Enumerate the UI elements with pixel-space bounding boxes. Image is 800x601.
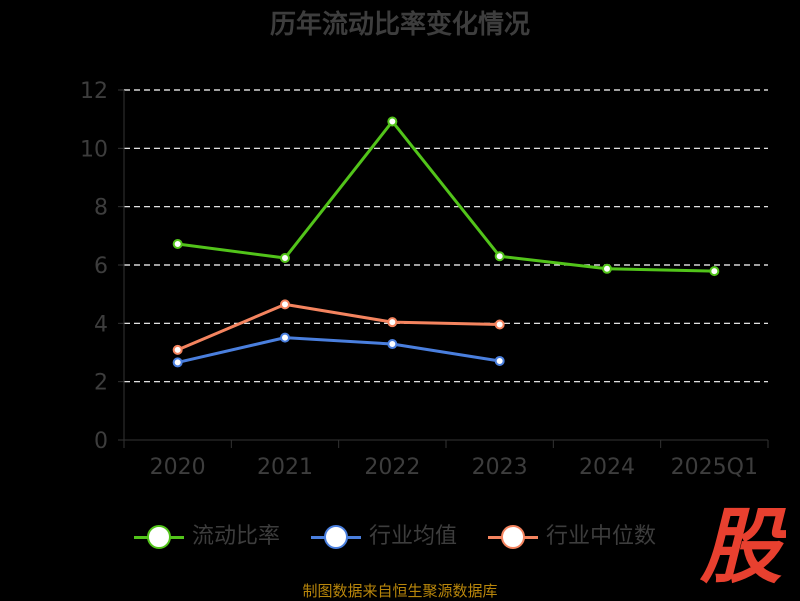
- data-point: [387, 116, 398, 127]
- legend-label: 流动比率: [192, 524, 281, 549]
- series-layer: [172, 116, 720, 368]
- legend-label: 行业中位数: [546, 524, 657, 549]
- axes: [118, 89, 769, 448]
- chart-title: 历年流动比率变化情况: [269, 10, 530, 40]
- data-point: [280, 253, 290, 263]
- data-point: [387, 339, 398, 350]
- legend-marker-icon: [147, 525, 171, 549]
- x-tick-label: 2021: [257, 455, 313, 480]
- legend: 流动比率 行业均值 行业中位数: [0, 521, 800, 553]
- data-point: [494, 355, 505, 366]
- data-point: [280, 332, 290, 343]
- brand-logo: 股: [699, 500, 786, 590]
- legend-marker-icon: [324, 525, 348, 549]
- y-tick-label: 12: [80, 79, 108, 104]
- logo-glyph: 股: [699, 500, 786, 590]
- legend-marker-icon: [501, 525, 525, 549]
- y-tick-label: 8: [94, 196, 108, 221]
- data-point: [494, 319, 505, 330]
- data-point: [280, 299, 290, 310]
- y-tick-label: 2: [94, 371, 108, 396]
- x-tick-label: 2025Q1: [671, 455, 758, 480]
- tick-labels: 0 2 4 6 8 10 12 2020 2021 2022 2023 2024 2025Q1: [80, 79, 758, 480]
- y-tick-label: 6: [94, 254, 108, 279]
- data-point: [387, 317, 398, 328]
- series-line-0: [177, 120, 715, 273]
- y-tick-label: 0: [94, 429, 108, 454]
- data-point: [172, 239, 183, 249]
- x-tick-label: 2023: [472, 455, 528, 480]
- data-point: [494, 251, 505, 262]
- data-point: [172, 357, 183, 368]
- x-tick-label: 2020: [150, 455, 206, 480]
- gridlines: [124, 89, 768, 383]
- x-tick-label: 2024: [579, 455, 635, 480]
- series-line-2: [177, 302, 500, 352]
- y-tick-label: 10: [80, 137, 108, 162]
- data-point: [602, 263, 612, 274]
- series-line-1: [177, 336, 500, 364]
- data-point: [172, 344, 183, 355]
- x-tick-label: 2022: [364, 455, 420, 480]
- y-tick-label: 4: [94, 312, 108, 337]
- data-source-note: 制图数据来自恒生聚源数据库: [302, 582, 498, 600]
- data-point: [709, 266, 720, 277]
- legend-label: 行业均值: [369, 524, 458, 549]
